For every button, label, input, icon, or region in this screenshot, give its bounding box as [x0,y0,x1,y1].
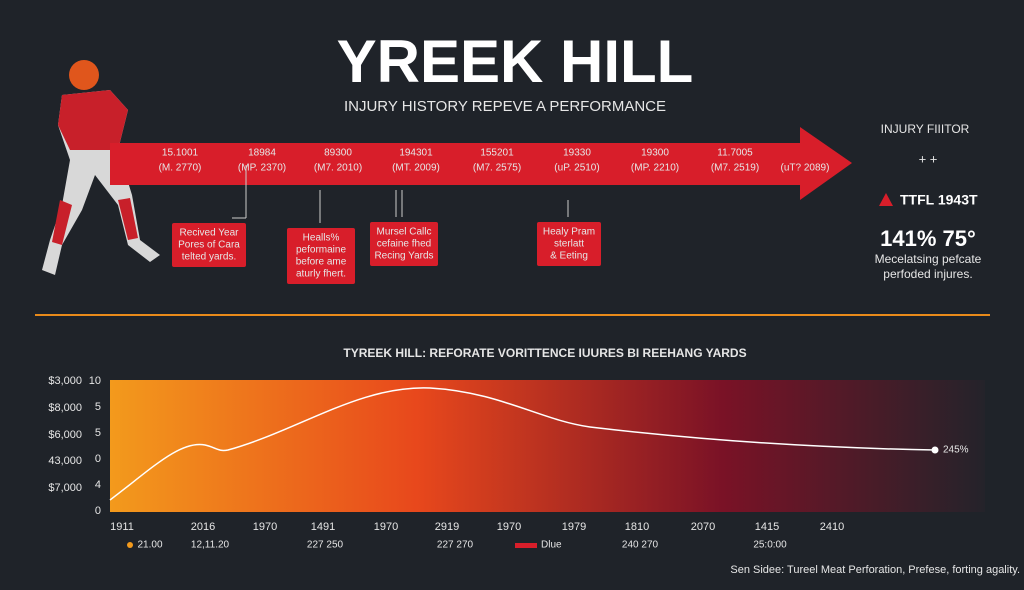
title: YREEK HILL [337,28,694,95]
chart-area [110,380,985,512]
outer-label: $8,000 [48,402,82,414]
callout-box [537,222,601,266]
timeline-label: (MT. 2009) [392,163,440,174]
timeline-label: (MP. 2370) [238,163,286,174]
timeline-label: (M7. 2519) [711,163,759,174]
inner-label: 0 [95,505,101,517]
connector [395,190,403,217]
callout-text: aturly fhert. [296,269,346,280]
side-note: Mecelatsing pefcate [875,252,982,266]
connector [232,165,247,219]
callout-text: Healy Pram [543,227,595,238]
x-label: 1970 [253,521,277,533]
sub-label: 25:0:00 [753,540,787,551]
x-label: 1491 [311,521,335,533]
sub-label: 227 270 [437,540,474,551]
x-label: 1911 [110,521,134,533]
x-label: 1810 [625,521,649,533]
side-heading: INJURY FIIITOR [881,122,970,136]
x-label: 2410 [820,521,844,533]
warning-icon [879,193,893,206]
end-label: 245% [943,445,969,456]
x-label: 2016 [191,521,215,533]
timeline-label: 155201 [480,148,514,159]
timeline-label: 194301 [399,148,433,159]
x-label: 1979 [562,521,586,533]
end-dot [931,446,939,454]
sub-label: 240 270 [622,540,659,551]
timeline-label: 18984 [248,148,276,159]
timeline-label: (uT? 2089) [781,163,830,174]
callout-text: cefaine fhed [377,239,432,250]
timeline-label: (MP. 2210) [631,163,679,174]
x-label: 2070 [691,521,715,533]
timeline-label: 19300 [641,148,669,159]
side-note: perfoded injures. [883,267,972,281]
legend-swatch [515,543,537,548]
sub-label: Dlue [541,540,562,551]
callout-text: Healls% [303,233,340,244]
outer-label: 43,000 [48,455,82,467]
timeline-label: 19330 [563,148,591,159]
timeline-label: (M7. 2575) [473,163,521,174]
callout-box [370,222,438,266]
callout-text: & Eeting [550,251,588,262]
x-label: 1970 [497,521,521,533]
x-label: 1415 [755,521,779,533]
legend-dot [127,542,133,548]
callout-text: Mursel Callc [376,227,431,238]
x-label: 2919 [435,521,459,533]
inner-label: 5 [95,401,101,413]
sub-label: 21.00 [137,540,162,551]
x-label: 1970 [374,521,398,533]
inner-label: 10 [89,375,101,387]
callout-text: telted yards. [182,252,236,263]
outer-label: $7,000 [48,482,82,494]
callout-text: before ame [296,257,347,268]
timeline-label: (M7. 2010) [314,163,362,174]
callout-text: peformaine [296,245,346,256]
timeline-label: (uP. 2510) [554,163,599,174]
sub-label: 227 250 [307,540,344,551]
timeline-arrow [110,127,852,200]
curve [109,387,936,501]
timeline-label: 11.7005 [717,148,753,159]
inner-label: 5 [95,427,101,439]
side-stat: 141% 75° [880,226,976,251]
callout-text: Recived Year [180,228,240,239]
timeline-label: (M. 2770) [159,163,202,174]
outer-label: $6,000 [48,429,82,441]
callout-box [287,228,355,284]
timeline-label: 89300 [324,148,352,159]
outer-label: $3,000 [48,375,82,387]
callout-text: Pores of Cara [178,240,240,251]
subtitle: INJURY HISTORY REPEVE A PERFORMANCE [344,98,666,115]
inner-label: 4 [95,479,101,491]
callout-box [172,223,246,267]
player [42,60,160,275]
side-badge: TTFL 1943T [900,192,978,208]
footer: Sen Sidee: Tureel Meat Perforation, Pref… [730,564,1020,576]
sub-label: 12,11.20 [191,540,230,551]
side-plus: + + [919,151,938,166]
callout-text: sterlatt [554,239,584,250]
timeline-label: 15.1001 [162,148,199,159]
callout-text: Recing Yards [374,251,433,262]
inner-label: 0 [95,453,101,465]
chart-title: TYREEK HILL: REFORATE VORITTENCE IUURES … [343,346,746,360]
